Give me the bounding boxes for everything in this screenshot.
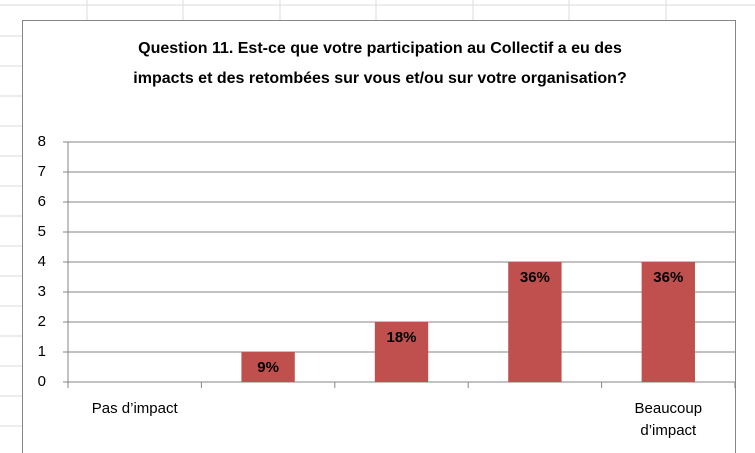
bar — [241, 352, 295, 382]
chart-title: Question 11. Est-ce que votre participat… — [133, 40, 627, 87]
data-label: 36% — [653, 269, 683, 286]
y-tick-label: 1 — [38, 343, 46, 360]
bar — [374, 322, 429, 382]
x-tick-label: Pas d’impact — [91, 400, 178, 417]
y-tick-label: 5 — [38, 223, 46, 240]
x-tick-label: Beaucoup d’impact — [634, 400, 703, 439]
y-tick-label: 7 — [38, 163, 46, 180]
sheet-grid — [0, 0, 755, 427]
y-tick-label: 3 — [38, 283, 46, 300]
data-label: 9% — [257, 359, 279, 376]
y-tick-label: 4 — [38, 253, 46, 270]
bar — [641, 262, 695, 382]
y-tick-label: 8 — [38, 133, 46, 150]
data-label: 18% — [386, 329, 416, 346]
y-tick-label: 0 — [38, 373, 46, 390]
bar — [508, 262, 562, 382]
y-tick-label: 6 — [38, 193, 46, 210]
data-label: 36% — [520, 269, 550, 286]
y-tick-label: 2 — [38, 313, 46, 330]
